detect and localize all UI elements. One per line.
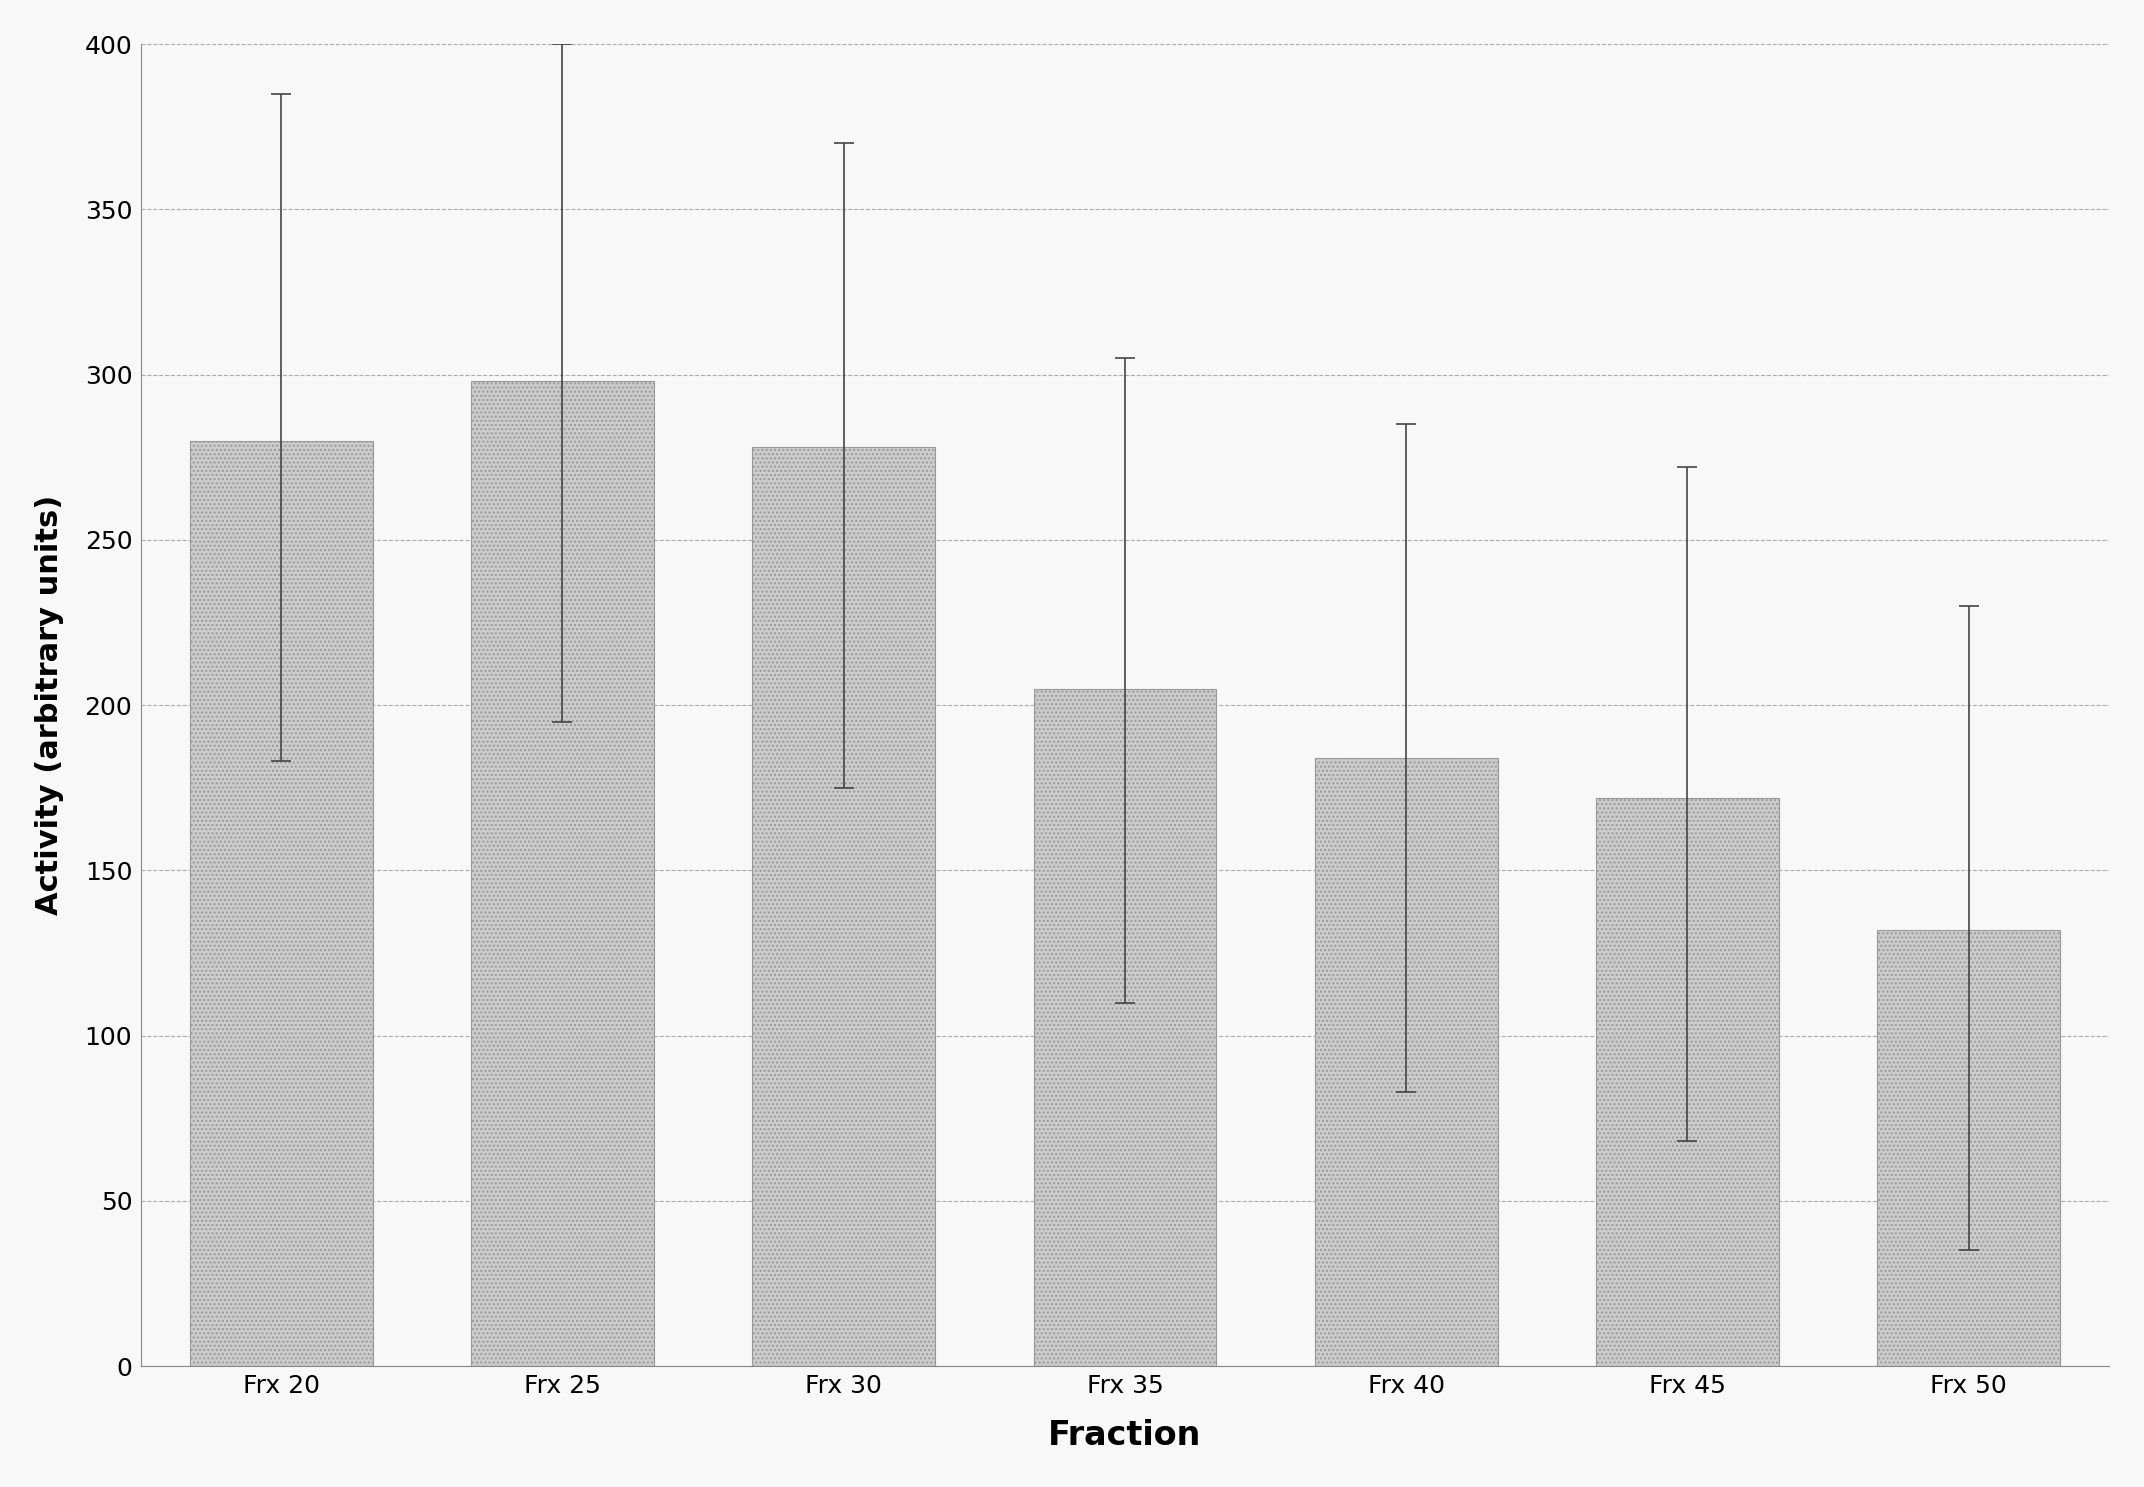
X-axis label: Fraction: Fraction [1048,1419,1201,1453]
Bar [1878,929,2060,1367]
Bar [1595,797,1780,1367]
Bar [753,448,935,1367]
Y-axis label: Activity (arbitrary units): Activity (arbitrary units) [34,495,64,916]
Bar [1033,688,1216,1367]
Bar [191,440,373,1367]
Bar [1314,758,1499,1367]
Bar [472,381,654,1367]
